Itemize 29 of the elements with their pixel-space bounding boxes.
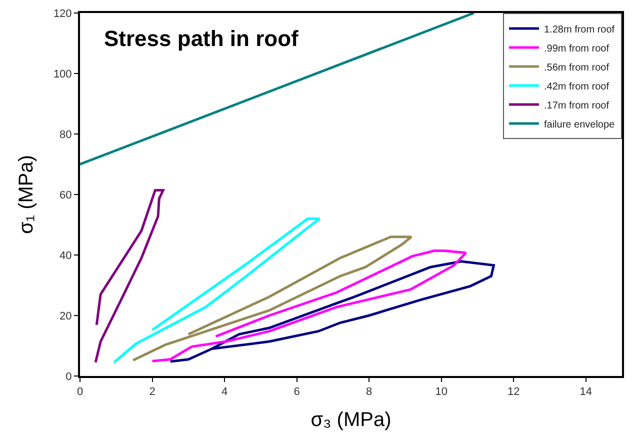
annotation: Stress path in roof <box>104 26 300 51</box>
y-tick-label: 60 <box>60 189 72 202</box>
x-tick-label: 4 <box>221 386 228 398</box>
line-series <box>94 189 164 364</box>
x-axis-title: σ₃ (MPa) <box>310 409 392 432</box>
y-tick-label: 0 <box>66 370 72 383</box>
y-tick-label: 120 <box>53 8 72 20</box>
line-series <box>169 260 495 363</box>
legend-label: .56m from roof <box>544 62 610 74</box>
legend-label: .99m from roof <box>544 43 610 54</box>
x-tick-label: 2 <box>149 386 156 398</box>
x-tick-label: 10 <box>435 386 448 398</box>
x-tick-label: 12 <box>507 386 520 398</box>
y-tick-label: 20 <box>60 310 72 322</box>
x-tick-label: 14 <box>580 386 592 398</box>
legend-label: .17m from roof <box>544 100 610 112</box>
y-tick-label: 40 <box>60 250 72 262</box>
legend-label: .42m from roof <box>544 81 610 92</box>
y-tick-label: 80 <box>60 128 72 141</box>
legend-label: failure envelope <box>544 119 616 130</box>
x-tick-label: 8 <box>366 386 372 398</box>
y-axis-title: σ₁ (MPa) <box>15 154 38 234</box>
legend-label: 1.28m from roof <box>544 24 615 36</box>
y-tick-label: 100 <box>53 68 72 80</box>
line-series <box>112 217 321 364</box>
x-tick-label: 0 <box>76 386 84 398</box>
line-series <box>132 236 413 362</box>
x-tick-label: 6 <box>294 386 300 398</box>
line-series <box>151 250 468 362</box>
